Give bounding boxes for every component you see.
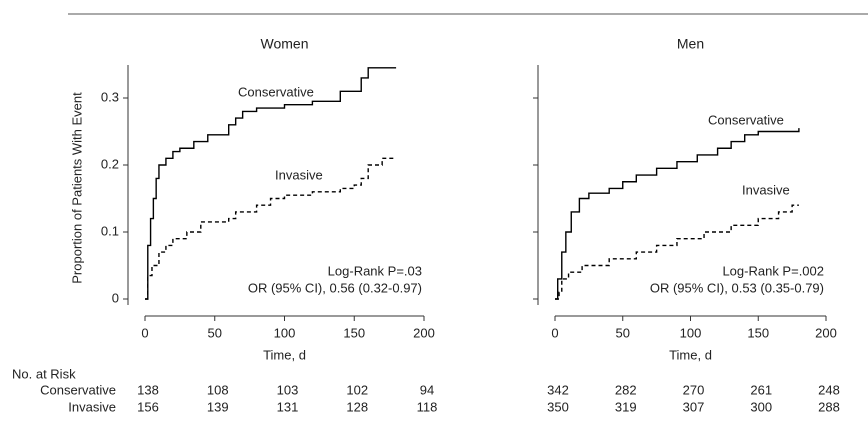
series-label: Invasive xyxy=(275,167,323,182)
series-label: Conservative xyxy=(238,84,314,99)
at-risk-count: 282 xyxy=(615,382,637,397)
x-tick-label: 150 xyxy=(747,325,769,340)
annotation: Log-Rank P=.03 xyxy=(328,263,422,278)
x-tick-label: 100 xyxy=(680,325,702,340)
risk-title: No. at Risk xyxy=(12,366,76,381)
x-tick-label: 100 xyxy=(274,325,296,340)
at-risk-count: 156 xyxy=(137,399,159,414)
at-risk-count: 108 xyxy=(207,382,229,397)
panel-title: Women xyxy=(261,36,309,52)
at-risk-count: 270 xyxy=(683,382,705,397)
annotation: Log-Rank P=.002 xyxy=(722,263,824,278)
x-tick-label: 0 xyxy=(551,325,558,340)
survival-curve xyxy=(555,128,800,300)
x-axis-label: Time, d xyxy=(669,347,712,362)
panel-title: Men xyxy=(677,36,704,52)
annotation: OR (95% CI), 0.53 (0.35-0.79) xyxy=(650,280,824,295)
at-risk-count: 300 xyxy=(750,399,772,414)
at-risk-count: 319 xyxy=(615,399,637,414)
y-tick-label: 0.1 xyxy=(101,223,119,238)
x-tick-label: 200 xyxy=(413,325,435,340)
at-risk-count: 94 xyxy=(420,382,434,397)
x-tick-label: 50 xyxy=(208,325,222,340)
at-risk-count: 138 xyxy=(137,382,159,397)
survival-curve xyxy=(145,67,397,300)
at-risk-count: 350 xyxy=(547,399,569,414)
at-risk-count: 288 xyxy=(818,399,840,414)
series-label: Conservative xyxy=(708,112,784,127)
at-risk-count: 307 xyxy=(683,399,705,414)
x-axis-label: Time, d xyxy=(263,347,306,362)
x-tick-label: 150 xyxy=(343,325,365,340)
at-risk-count: 248 xyxy=(818,382,840,397)
risk-row-label: Invasive xyxy=(68,399,116,414)
at-risk-count: 131 xyxy=(277,399,299,414)
at-risk-count: 261 xyxy=(750,382,772,397)
x-tick-label: 200 xyxy=(815,325,837,340)
y-tick-label: 0.2 xyxy=(101,156,119,171)
annotation: OR (95% CI), 0.56 (0.32-0.97) xyxy=(248,280,422,295)
at-risk-count: 128 xyxy=(346,399,368,414)
survival-curve xyxy=(555,204,799,300)
y-tick-label: 0 xyxy=(112,290,119,305)
x-tick-label: 0 xyxy=(141,325,148,340)
at-risk-count: 342 xyxy=(547,382,569,397)
y-axis-label: Proportion of Patients With Event xyxy=(69,92,84,284)
at-risk-count: 139 xyxy=(207,399,229,414)
risk-row-label: Conservative xyxy=(40,382,116,397)
series-label: Invasive xyxy=(742,182,790,197)
at-risk-count: 103 xyxy=(277,382,299,397)
at-risk-count: 102 xyxy=(346,382,368,397)
x-tick-label: 50 xyxy=(616,325,630,340)
at-risk-count: 118 xyxy=(417,399,438,414)
y-tick-label: 0.3 xyxy=(101,89,119,104)
